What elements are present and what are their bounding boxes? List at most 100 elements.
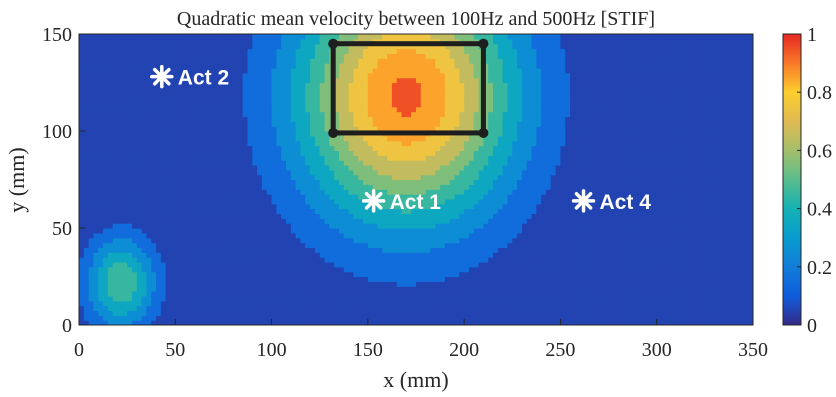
contour-cell — [440, 97, 445, 102]
contour-cell — [146, 126, 151, 131]
contour-cell — [233, 97, 238, 102]
contour-cell — [397, 223, 402, 228]
contour-cell — [459, 160, 464, 165]
contour-cell — [146, 184, 151, 189]
contour-cell — [146, 68, 151, 73]
contour-cell — [84, 150, 89, 155]
contour-cell — [450, 286, 455, 291]
contour-cell — [223, 218, 228, 223]
contour-cell — [445, 58, 450, 63]
contour-cell — [156, 160, 161, 165]
contour-cell — [161, 310, 166, 315]
contour-cell — [368, 165, 373, 170]
contour-cell — [161, 184, 166, 189]
contour-cell — [195, 121, 200, 126]
contour-cell — [257, 286, 262, 291]
contour-cell — [146, 34, 151, 39]
contour-cell — [397, 180, 402, 185]
contour-cell — [430, 97, 435, 102]
contour-cell — [426, 73, 431, 78]
contour-cell — [276, 126, 281, 131]
contour-cell — [233, 315, 238, 320]
contour-cell — [300, 247, 305, 252]
contour-cell — [435, 223, 440, 228]
contour-cell — [469, 121, 474, 126]
contour-cell — [325, 73, 330, 78]
contour-cell — [281, 199, 286, 204]
contour-cell — [132, 83, 137, 88]
contour-cell — [397, 78, 402, 83]
contour-cell — [142, 126, 147, 131]
contour-cell — [214, 243, 219, 248]
contour-cell — [344, 238, 349, 243]
contour-cell — [416, 73, 421, 78]
contour-cell — [89, 44, 94, 49]
contour-cell — [180, 116, 185, 121]
contour-cell — [363, 160, 368, 165]
contour-cell — [233, 233, 238, 238]
contour-cell — [195, 296, 200, 301]
contour-cell — [108, 155, 113, 160]
contour-cell — [118, 272, 123, 277]
contour-cell — [122, 44, 127, 49]
contour-cell — [132, 204, 137, 209]
contour-cell — [363, 286, 368, 291]
contour-cell — [180, 315, 185, 320]
contour-cell — [267, 267, 272, 272]
contour-cell — [190, 310, 195, 315]
contour-cell — [406, 34, 411, 39]
contour-cell — [214, 218, 219, 223]
contour-cell — [435, 228, 440, 233]
contour-cell — [286, 301, 291, 306]
contour-cell — [286, 286, 291, 291]
contour-cell — [161, 170, 166, 175]
contour-cell — [127, 175, 132, 180]
contour-cell — [161, 131, 166, 136]
contour-cell — [320, 301, 325, 306]
contour-cell — [93, 296, 98, 301]
contour-cell — [156, 247, 161, 252]
contour-cell — [344, 286, 349, 291]
contour-cell — [291, 97, 296, 102]
contour-cell — [238, 63, 243, 68]
contour-cell — [358, 218, 363, 223]
contour-cell — [430, 170, 435, 175]
contour-cell — [89, 150, 94, 155]
contour-cell — [368, 218, 373, 223]
contour-cell — [440, 112, 445, 117]
contour-cell — [151, 223, 156, 228]
contour-cell — [406, 310, 411, 315]
contour-cell — [440, 165, 445, 170]
contour-cell — [137, 247, 142, 252]
contour-cell — [118, 170, 123, 175]
contour-cell — [373, 257, 378, 262]
contour-cell — [349, 223, 354, 228]
contour-cell — [382, 136, 387, 141]
contour-cell — [161, 243, 166, 248]
contour-cell — [474, 315, 479, 320]
contour-cell — [305, 228, 310, 233]
contour-cell — [286, 44, 291, 49]
contour-cell — [382, 107, 387, 112]
contour-cell — [272, 44, 277, 49]
contour-cell — [122, 92, 127, 97]
contour-cell — [272, 116, 277, 121]
contour-cell — [450, 175, 455, 180]
contour-cell — [291, 58, 296, 63]
contour-cell — [262, 97, 267, 102]
contour-cell — [185, 233, 190, 238]
contour-cell — [132, 233, 137, 238]
contour-cell — [339, 63, 344, 68]
contour-cell — [339, 301, 344, 306]
contour-cell — [387, 267, 392, 272]
contour-cell — [243, 112, 248, 117]
contour-cell — [223, 213, 228, 218]
contour-cell — [373, 243, 378, 248]
contour-cell — [243, 238, 248, 243]
contour-cell — [310, 34, 315, 39]
contour-cell — [411, 78, 416, 83]
contour-cell — [84, 58, 89, 63]
contour-cell — [286, 199, 291, 204]
contour-cell — [219, 34, 224, 39]
contour-cell — [252, 97, 257, 102]
